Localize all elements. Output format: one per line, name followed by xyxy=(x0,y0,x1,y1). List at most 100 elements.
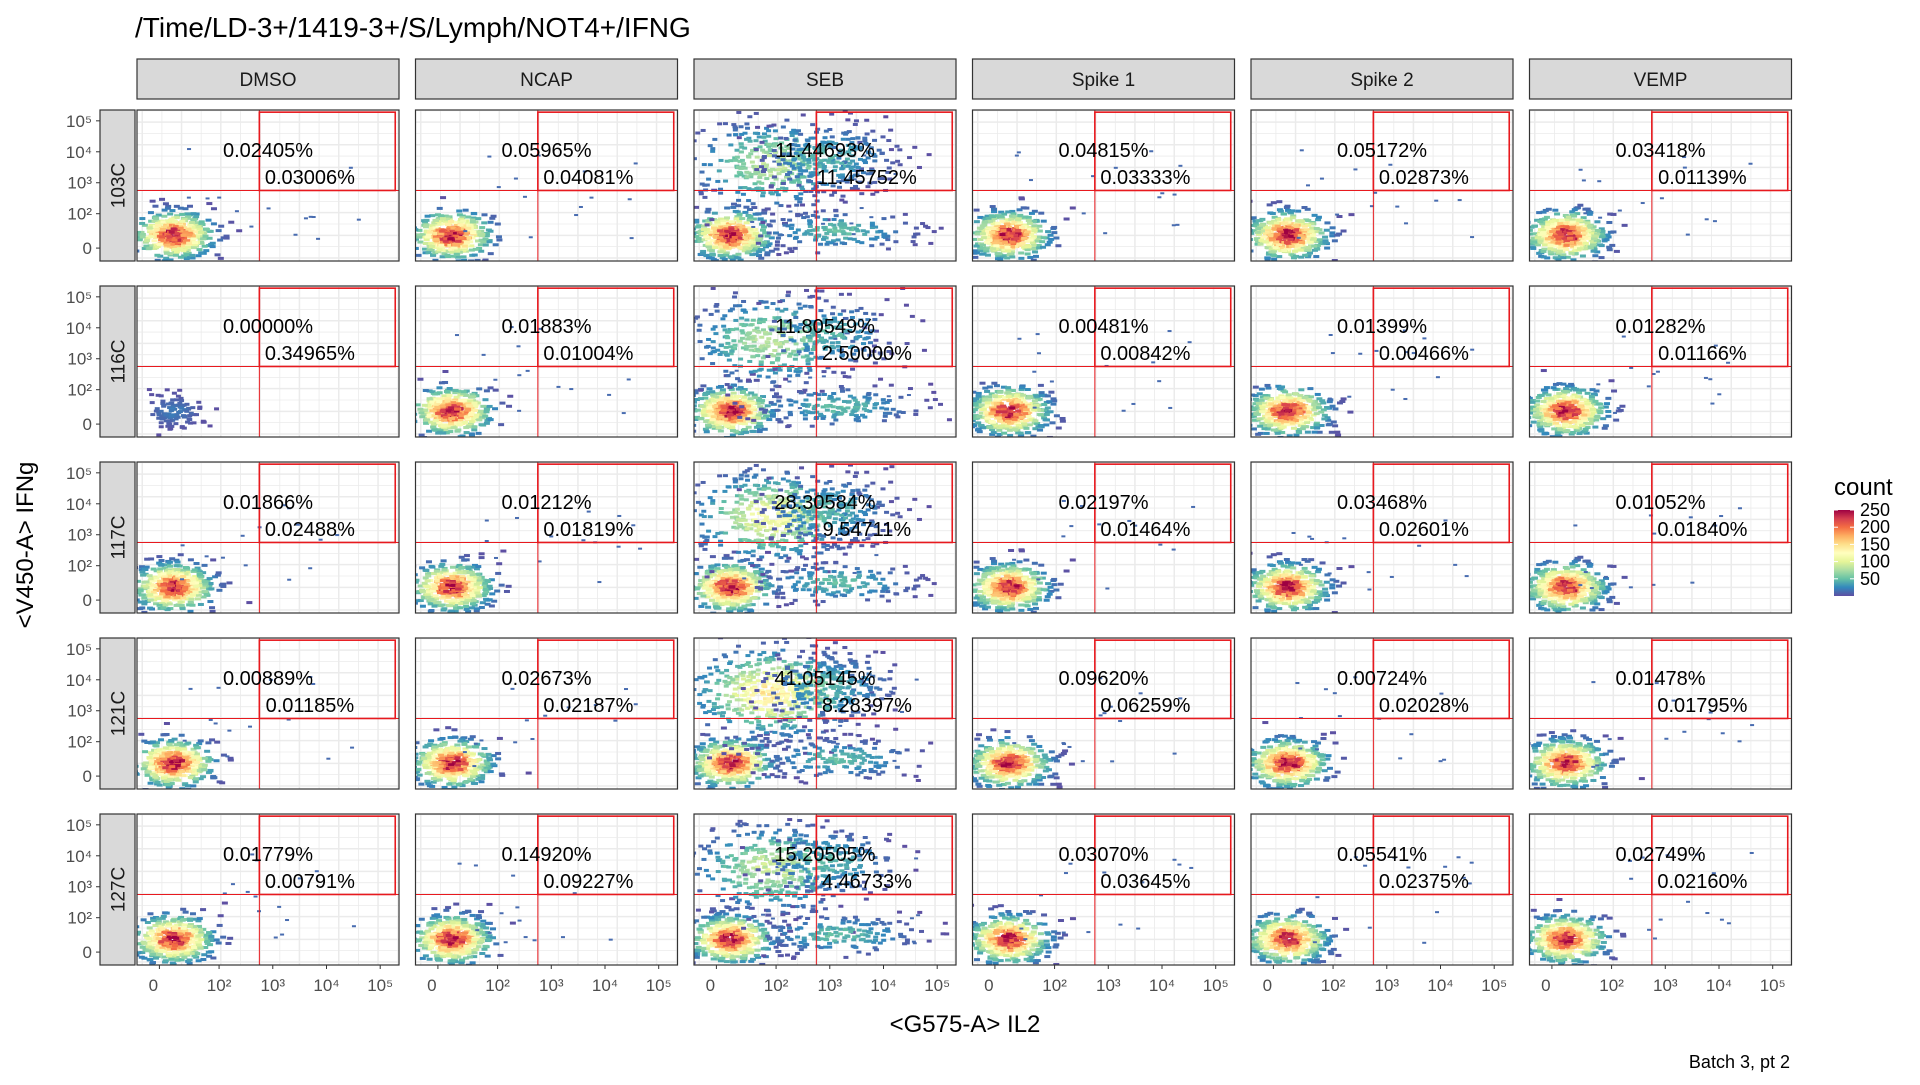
quadrant-percent-upper-left: 11.44693% xyxy=(775,140,875,162)
quadrant-percent-upper-right: 2.50000% xyxy=(822,343,912,365)
column-strip-label: Spike 2 xyxy=(1350,70,1413,91)
y-tick-label: 0 xyxy=(83,943,92,962)
quadrant-percent-upper-left: 0.00481% xyxy=(1058,316,1148,338)
quadrant-percent-upper-right: 0.01464% xyxy=(1100,519,1190,541)
column-strip-label: VEMP xyxy=(1634,70,1688,91)
quadrant-percent-upper-right: 0.00842% xyxy=(1100,343,1190,365)
y-tick-label: 10² xyxy=(67,733,92,752)
quadrant-percent-upper-left: 0.00724% xyxy=(1337,668,1427,690)
row-strip-label: 127C xyxy=(109,867,130,912)
y-tick-label: 10⁴ xyxy=(66,847,92,866)
row-strip-label: 116C xyxy=(109,339,130,383)
x-tick-label: 10⁵ xyxy=(1203,976,1229,995)
x-axis-label: <G575-A> IL2 xyxy=(890,1011,1041,1038)
y-tick-label: 0 xyxy=(83,415,92,434)
legend-label: 50 xyxy=(1860,569,1880,589)
quadrant-percent-upper-right: 0.01185% xyxy=(266,695,355,717)
quadrant-percent-upper-left: 0.01282% xyxy=(1615,316,1705,338)
x-tick-label: 0 xyxy=(984,976,993,995)
facet-panel: 41.05145%8.28397% xyxy=(644,630,956,794)
quadrant-percent-upper-right: 0.02028% xyxy=(1379,695,1469,717)
quadrant-percent-upper-right: 0.01795% xyxy=(1657,695,1747,717)
x-tick-label: 10³ xyxy=(539,976,564,995)
y-tick-label: 10⁴ xyxy=(66,143,92,162)
x-tick-label: 10⁵ xyxy=(1481,976,1507,995)
y-tick-label: 10⁵ xyxy=(66,464,92,483)
quadrant-percent-upper-right: 11.45752% xyxy=(817,167,917,189)
facet-panel: 0.14920%0.09227% xyxy=(399,814,677,975)
x-tick-label: 10⁴ xyxy=(1149,976,1175,995)
quadrant-percent-upper-left: 41.05145% xyxy=(774,668,875,690)
facet-panel: 0.05965%0.04081% xyxy=(390,110,677,270)
quadrant-percent-upper-right: 0.34965% xyxy=(265,343,355,365)
quadrant-percent-upper-right: 0.01139% xyxy=(1658,167,1747,189)
quadrant-percent-upper-right: 0.02160% xyxy=(1657,871,1747,893)
y-tick-label: 10² xyxy=(67,557,92,576)
quadrant-percent-upper-right: 0.02488% xyxy=(265,519,355,541)
quadrant-percent-upper-left: 0.05965% xyxy=(501,140,591,162)
quadrant-percent-upper-left: 0.04815% xyxy=(1058,140,1148,162)
facet-panel: 0.01212%0.01819% xyxy=(392,462,677,622)
facet-panel: 0.05541% 0.02375% xyxy=(1238,814,1513,972)
y-tick-label: 10⁵ xyxy=(66,640,92,659)
x-tick-label: 10⁵ xyxy=(1760,976,1786,995)
y-tick-label: 10⁵ xyxy=(66,288,92,307)
quadrant-percent-upper-right: 0.09227% xyxy=(543,871,633,893)
column-strip-label: SEB xyxy=(806,70,844,91)
quadrant-percent-upper-left: 0.03468% xyxy=(1337,492,1427,514)
quadrant-percent-upper-left: 0.02749% xyxy=(1615,844,1705,866)
quadrant-percent-upper-left: 0.09620% xyxy=(1058,668,1148,690)
quadrant-percent-upper-left: 0.00889% xyxy=(223,668,313,690)
y-tick-label: 10⁵ xyxy=(66,816,92,835)
quadrant-percent-upper-right: 0.01819% xyxy=(543,519,633,541)
quadrant-percent-upper-right: 0.02375% xyxy=(1379,871,1469,893)
row-strip-label: 103C xyxy=(109,163,130,208)
y-tick-label: 10⁵ xyxy=(66,112,92,131)
facet-panel: 0.01779%0.00791% xyxy=(114,814,399,974)
quadrant-percent-upper-left: 0.02673% xyxy=(501,668,591,690)
facet-panel: 0.04815%0.03333% xyxy=(949,110,1234,282)
x-tick-label: 10² xyxy=(764,976,789,995)
facet-panel: 0.03070% 0.03645% xyxy=(948,814,1235,975)
y-tick-label: 10⁴ xyxy=(66,319,92,338)
quadrant-percent-upper-left: 15.20505% xyxy=(774,844,875,866)
quadrant-percent-upper-right: 0.00466% xyxy=(1379,343,1469,365)
quadrant-percent-upper-right: 0.00791% xyxy=(265,871,355,893)
facet-panel: 0.01399%0.00466% xyxy=(1225,286,1513,447)
x-tick-label: 10³ xyxy=(1096,976,1121,995)
quadrant-percent-upper-left: 0.01866% xyxy=(223,492,313,514)
quadrant-percent-upper-left: 0.05541% xyxy=(1337,844,1427,866)
facet-panel: 0.00000% 0.34965% xyxy=(137,286,399,437)
facet-panel: 0.01282%0.01166% xyxy=(1503,286,1792,459)
y-tick-label: 10⁴ xyxy=(66,495,92,514)
chart-title: /Time/LD-3+/1419-3+/S/Lymph/NOT4+/IFNG xyxy=(135,12,691,43)
facet-panel: 0.00889% 0.01185% xyxy=(123,638,399,799)
facet-panel: 0.02673%0.02187% xyxy=(381,638,677,808)
x-tick-label: 0 xyxy=(149,976,158,995)
quadrant-percent-upper-left: 0.03070% xyxy=(1058,844,1148,866)
quadrant-percent-upper-left: 0.00000% xyxy=(223,316,313,338)
quadrant-percent-upper-left: 11.80549% xyxy=(775,316,875,338)
x-tick-label: 10⁴ xyxy=(1706,976,1732,995)
quadrant-percent-upper-right: 0.03645% xyxy=(1100,871,1190,893)
quadrant-percent-upper-right: 0.01004% xyxy=(543,343,633,365)
quadrant-percent-upper-right: 0.02873% xyxy=(1379,167,1469,189)
quadrant-percent-upper-left: 0.01052% xyxy=(1615,492,1705,514)
y-tick-label: 0 xyxy=(83,767,92,786)
facet-panel: 0.03468%0.02601% xyxy=(1226,462,1513,623)
x-tick-label: 10⁵ xyxy=(646,976,672,995)
facet-panel: 11.80549% 2.50000% xyxy=(660,286,956,456)
x-tick-label: 10⁴ xyxy=(1427,976,1453,995)
x-tick-label: 10⁵ xyxy=(367,976,393,995)
quadrant-percent-upper-right: 0.01840% xyxy=(1657,519,1747,541)
y-axis-label: <V450-A> IFNg xyxy=(12,462,39,629)
y-tick-label: 10⁴ xyxy=(66,671,92,690)
x-tick-label: 10⁴ xyxy=(592,976,618,995)
caption: Batch 3, pt 2 xyxy=(1689,1052,1790,1072)
facet-panel: 0.02749% 0.02160% xyxy=(1520,814,1791,975)
facet-panel: 15.20505%4.46733% xyxy=(647,808,956,974)
quadrant-percent-upper-left: 0.02405% xyxy=(223,140,313,162)
